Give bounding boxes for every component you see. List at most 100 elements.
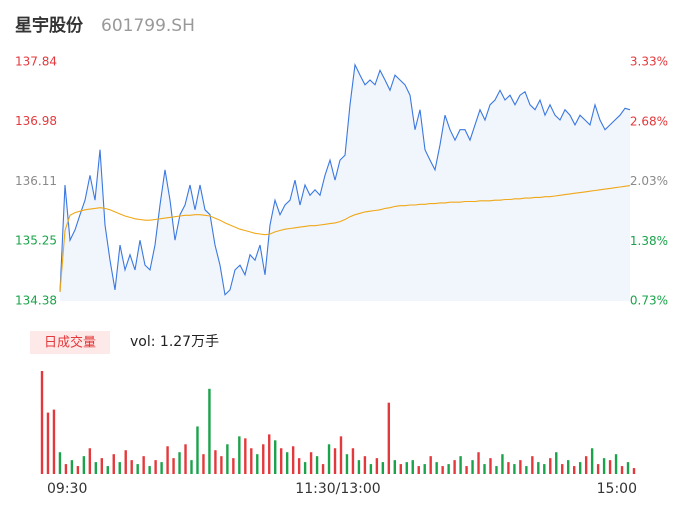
volume-bar (303, 462, 307, 474)
volume-bar (614, 454, 618, 474)
volume-bar (70, 460, 74, 474)
volume-bar (232, 458, 235, 474)
volume-bar (250, 448, 253, 474)
volume-badge (30, 331, 110, 354)
volume-bar (40, 370, 44, 474)
volume-bar (584, 456, 588, 474)
price-line (59, 185, 631, 293)
y-tick-label: 137.84 (15, 55, 57, 69)
volume-bar (339, 436, 343, 474)
volume-bar (423, 464, 426, 474)
volume-bar (136, 464, 139, 474)
volume-bar (543, 464, 546, 474)
y-tick-label: 136.98 (15, 114, 57, 128)
volume-bar (321, 464, 325, 474)
volume-bar (202, 454, 205, 474)
volume-bar (58, 452, 62, 474)
volume-bar (429, 456, 432, 474)
volume-bar (567, 460, 570, 474)
volume-bar (435, 462, 438, 474)
volume-bar (537, 462, 540, 474)
volume-bar (549, 458, 552, 474)
volume-bar (94, 462, 98, 474)
volume-bar (82, 456, 86, 474)
volume-bar (405, 462, 408, 474)
volume-bar (381, 462, 385, 474)
volume-bar (453, 460, 456, 474)
volume-bar (178, 452, 181, 474)
volume-bar (309, 452, 313, 474)
volume-bar (507, 462, 510, 474)
y-tick-label: 134.38 (15, 294, 57, 308)
volume-bar (130, 460, 133, 474)
volume-bar (411, 460, 414, 474)
volume-bar (279, 448, 283, 474)
price-line (59, 62, 631, 296)
volume-bar (52, 409, 56, 474)
volume-bar (142, 456, 145, 474)
volume-bar (573, 466, 576, 474)
volume-bar (602, 458, 606, 474)
volume-bar (268, 434, 271, 474)
y2-tick-label: 2.68% (630, 114, 668, 128)
y2-tick-label: 3.33% (630, 55, 668, 69)
volume-bar (393, 460, 397, 474)
volume-bar (465, 466, 468, 474)
volume-bar (315, 456, 319, 474)
volume-bar (160, 462, 163, 474)
y2-tick-label: 0.73% (630, 294, 668, 308)
volume-bar (124, 450, 127, 474)
volume-bar (244, 438, 247, 474)
volume-bar (106, 466, 109, 474)
volume-bar (262, 444, 265, 474)
volume-bar (608, 460, 612, 474)
volume-bar (166, 446, 169, 474)
y-tick-label: 135.25 (15, 233, 57, 247)
volume-bar (477, 452, 480, 474)
volume-bar (327, 444, 331, 474)
volume-bar (441, 466, 444, 474)
x-tick-label: 15:00 (597, 481, 637, 497)
volume-bar (590, 448, 594, 474)
volume-bar (519, 460, 522, 474)
volume-bar (88, 448, 92, 474)
volume-bar (76, 466, 80, 474)
volume-bar (64, 464, 68, 474)
volume-bar (118, 462, 121, 474)
volume-bar (375, 458, 379, 474)
volume-bar (112, 454, 115, 474)
volume-bar (596, 464, 600, 474)
volume-bar (238, 436, 241, 474)
volume-bar (555, 452, 558, 474)
volume-bar (357, 460, 361, 474)
volume-bar (154, 460, 157, 474)
y2-tick-label: 2.03% (630, 174, 668, 188)
volume-bar (399, 464, 402, 474)
volume-bar (220, 456, 223, 474)
volume-bar (184, 444, 187, 474)
volume-bar (100, 458, 103, 474)
volume-bar (459, 456, 462, 474)
price-area (60, 64, 630, 302)
volume-bar (285, 452, 289, 474)
volume-bar (561, 464, 564, 474)
volume-bar (483, 464, 486, 474)
x-tick-label: 09:30 (47, 481, 87, 497)
x-tick-label: 11:30/13:00 (295, 481, 380, 497)
volume-bar (333, 448, 337, 474)
y-tick-label: 136.11 (15, 174, 57, 188)
volume-bar (369, 464, 373, 474)
volume-bar (226, 444, 229, 474)
volume-bar (291, 446, 295, 474)
volume-bar (495, 466, 498, 474)
volume-bar (620, 466, 624, 474)
volume-bar (578, 462, 582, 474)
volume-bar (387, 402, 391, 474)
volume-bar (214, 450, 217, 474)
volume-bar (148, 466, 151, 474)
stock-code: 601799.SH (101, 16, 195, 36)
volume-bar (351, 448, 355, 474)
volume-total: vol: 1.27万手 (130, 334, 219, 350)
volume-bar (46, 412, 50, 474)
